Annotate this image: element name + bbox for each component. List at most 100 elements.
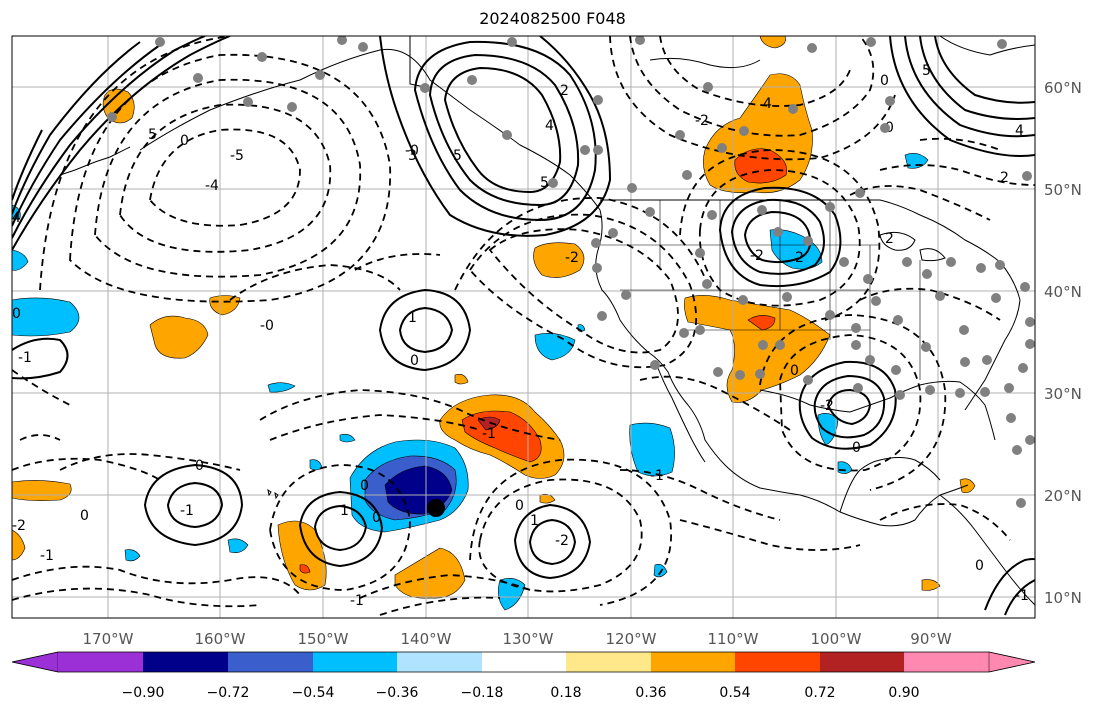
contour-label: 0: [80, 508, 89, 524]
colorbar-bin: [228, 652, 313, 672]
lat-tick-label: 60°N: [1044, 79, 1082, 97]
colorbar-tick-label: −0.90: [122, 685, 165, 701]
lat-tick-label: 20°N: [1044, 487, 1082, 505]
shade-blue-b1: [534, 333, 576, 361]
shade-orange-sw: [12, 480, 72, 501]
shade-orange-tiny1: [454, 374, 469, 385]
contour-label: 5: [453, 148, 462, 164]
lat-tick-label: 30°N: [1044, 385, 1082, 403]
storm-center-marker: [427, 499, 445, 517]
contour-label: 2: [885, 231, 894, 247]
contour-label: 0: [12, 306, 21, 322]
colorbar-tick-label: 0.54: [719, 685, 750, 701]
contour-label: 3: [408, 148, 417, 164]
shade-blue-b8: [339, 433, 356, 443]
contour-label: -2: [565, 250, 579, 266]
contour-label: -1: [482, 426, 496, 442]
colorbar-tick-label: 0.72: [804, 685, 835, 701]
longitude-axis: 170°W 160°W 150°W 140°W 130°W 120°W 110°…: [83, 630, 952, 648]
lon-tick-label: 130°W: [503, 630, 554, 648]
contour-label: 5: [148, 127, 157, 143]
shade-red-sw: [299, 564, 311, 574]
contour-label: 1: [408, 310, 417, 326]
contour-label: 0: [180, 133, 189, 149]
colorbar-tick-label: 0.18: [550, 685, 581, 701]
colorbar-bin: [313, 652, 397, 672]
map-plot-area: 5 5 5 5 -5 -4 4 4 4 4 3 2 -2 -2 2 -2 2 2…: [12, 36, 1035, 618]
contour-label: 0: [880, 73, 889, 89]
contour-label: -5: [230, 148, 244, 164]
contour-label: -2: [820, 398, 834, 414]
contour-label: 4: [763, 96, 772, 112]
contour-label: 4: [12, 210, 21, 226]
contour-labels: 5 5 5 5 -5 -4 4 4 4 4 3 2 -2 -2 2 -2 2 2…: [12, 63, 1029, 609]
colorbar-bin: [566, 652, 651, 672]
contour-label: 0: [195, 458, 204, 474]
shade-blue-b6: [267, 382, 296, 393]
lat-tick-label: 10°N: [1044, 589, 1082, 607]
contour-label: -0: [260, 318, 274, 334]
contour-label: 2: [560, 83, 569, 99]
station-dots: [107, 36, 1035, 508]
contour-label: -1: [1015, 588, 1029, 604]
contour-label: -2: [12, 518, 26, 534]
contour-label: -1: [40, 548, 54, 564]
contour-label: 0: [372, 510, 381, 526]
colorbar-bin: [482, 652, 566, 672]
contour-label: 2: [795, 250, 804, 266]
contour-label: 2: [1000, 170, 1009, 186]
colorbar-tick-label: 0.36: [635, 685, 666, 701]
contour-label: -4: [205, 178, 219, 194]
lat-tick-label: 40°N: [1044, 283, 1082, 301]
contour-label: -1: [350, 593, 364, 609]
shade-blue-west2: [12, 249, 29, 271]
shade-orange-mex2: [921, 579, 941, 591]
shade-orange-w1: [149, 315, 209, 359]
shade-red-south-us: [747, 315, 776, 331]
colorbar-tick-label: −0.18: [461, 685, 504, 701]
colorbar-right-extend: [988, 651, 1036, 673]
colorbar-tick-label: 0.90: [888, 685, 919, 701]
dashed-contours: [12, 36, 1035, 616]
shade-blue-b4: [227, 538, 249, 553]
contour-label: 5: [540, 175, 549, 191]
shade-blue-b9: [653, 564, 668, 578]
contour-label: 0: [852, 440, 861, 456]
shade-blue-b3: [629, 422, 675, 477]
shaded-anomaly-regions: [12, 36, 976, 611]
shade-blue-b5: [124, 549, 141, 562]
colorbar-bin: [58, 652, 143, 672]
coastlines: [59, 36, 1035, 606]
shade-orange-small1: [533, 242, 585, 278]
shade-orange-w2: [209, 295, 241, 316]
shade-orange-north-top: [759, 36, 786, 49]
shade-red-north: [734, 148, 787, 184]
gridlines: [12, 36, 1035, 618]
lat-tick-label: 50°N: [1044, 181, 1082, 199]
colorbar-tick-label: −0.36: [376, 685, 419, 701]
colorbar-bin: [820, 652, 904, 672]
contour-label: -1: [18, 350, 32, 366]
contour-label: 4: [545, 118, 554, 134]
lon-tick-label: 140°W: [401, 630, 452, 648]
colorbar-bin: [397, 652, 482, 672]
colorbar-ticks: −0.90 −0.72 −0.54 −0.36 −0.18 0.18 0.36 …: [122, 685, 920, 701]
plot-frame: [11, 35, 1036, 619]
shade-orange-mex: [959, 478, 976, 494]
contour-label: 0: [360, 478, 369, 494]
shade-blue-west: [12, 297, 80, 337]
contour-label: -2: [695, 113, 709, 129]
contour-label: -0: [405, 143, 419, 159]
colorbar-tick-label: −0.72: [207, 685, 250, 701]
map-title: 2024082500 F048: [479, 9, 626, 28]
lon-tick-label: 110°W: [708, 630, 759, 648]
shade-orange-tiny2: [539, 493, 556, 504]
shade-blue-gulf: [817, 413, 839, 446]
state-borders: [600, 200, 921, 380]
colorbar-bin: [904, 652, 989, 672]
contour-label: 0: [790, 363, 799, 379]
contour-label: 0: [975, 558, 984, 574]
contour-label: -2: [555, 533, 569, 549]
shade-orange-south1: [277, 520, 327, 591]
latitude-axis: 60°N 50°N 40°N 30°N 20°N 10°N: [1044, 79, 1082, 607]
